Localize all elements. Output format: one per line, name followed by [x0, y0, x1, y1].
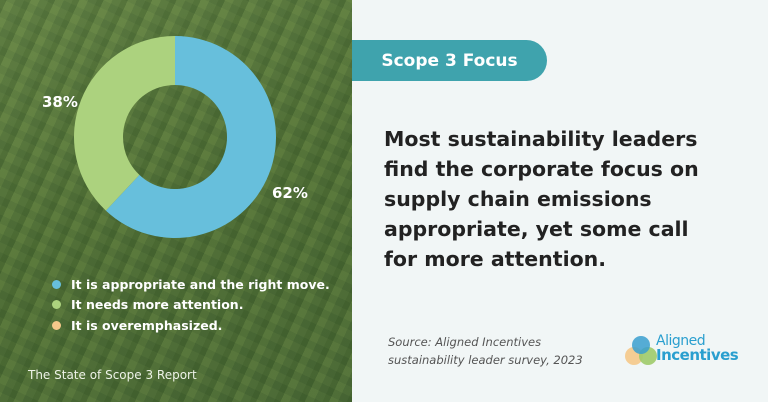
aligned-incentives-logo-icon: [625, 336, 657, 365]
legend-label: It needs more attention.: [71, 297, 244, 313]
legend-item-overemphasized: It is overemphasized.: [52, 315, 330, 336]
legend-item-appropriate: It is appropriate and the right move.: [52, 274, 330, 295]
logo-text: Aligned Incentives: [656, 333, 739, 364]
headline: Most sustainability leaders find the cor…: [384, 127, 699, 271]
legend-label: It is overemphasized.: [71, 317, 223, 333]
chart-panel: 38% 62% It is appropriate and the right …: [0, 0, 352, 402]
logo-line-1: Aligned: [656, 333, 706, 349]
data-label-38: 38%: [42, 93, 78, 111]
legend: It is appropriate and the right move. It…: [52, 274, 330, 336]
donut-slice-0: [105, 36, 277, 238]
legend-dot-green: [52, 300, 61, 310]
legend-label: It is appropriate and the right move.: [71, 276, 330, 292]
source-note: Source: Aligned Incentives sustainabilit…: [388, 333, 583, 369]
donut-chart: [74, 36, 277, 238]
legend-item-more-attention: It needs more attention.: [52, 295, 330, 316]
topic-badge: Scope 3 Focus: [352, 40, 547, 81]
legend-dot-blue: [52, 279, 61, 289]
legend-dot-orange: [52, 320, 61, 330]
source-line-1: Source: Aligned Incentives: [388, 335, 542, 349]
report-title: The State of Scope 3 Report: [28, 368, 197, 382]
donut-slice-1: [74, 36, 175, 211]
source-line-2: sustainability leader survey, 2023: [388, 353, 583, 367]
data-label-62: 62%: [272, 184, 308, 202]
logo-line-2: Incentives: [656, 346, 739, 364]
